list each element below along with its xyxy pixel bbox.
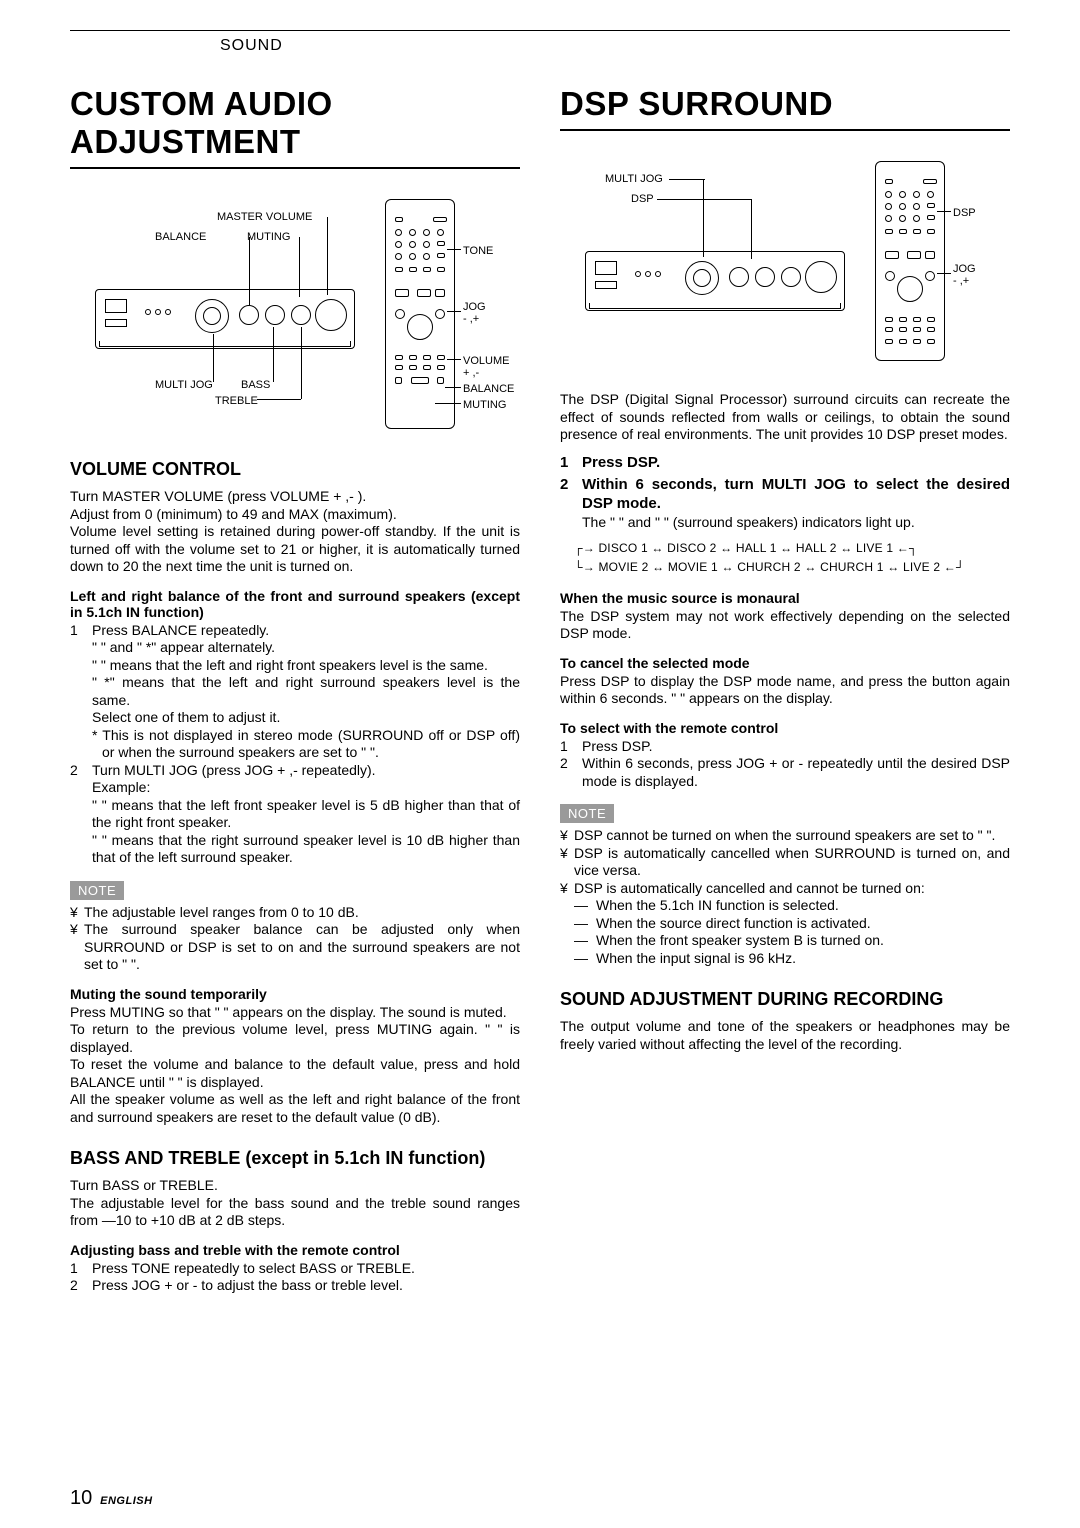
muting-p2: To return to the previous volume level, … [70,1021,520,1056]
cancel-heading: To cancel the selected mode [560,655,1010,671]
volume-control-heading: VOLUME CONTROL [70,459,520,480]
left-column: CUSTOM AUDIO ADJUSTMENT [70,85,520,1295]
page-footer: 10 ENGLISH [70,1487,153,1510]
rn3c: When the front speaker system B is turne… [596,932,1010,950]
label-master-volume: MASTER VOLUME [217,211,312,223]
dsp-note-sublist: —When the 5.1ch IN function is selected.… [574,897,1010,967]
balance-steps: 1Press BALANCE repeatedly. " " and " *" … [70,622,520,867]
bass-treble-heading: BASS AND TREBLE (except in 5.1ch IN func… [70,1148,520,1169]
vc-p3: Volume level setting is retained during … [70,523,520,576]
step1-lead: Press BALANCE repeatedly. [92,622,520,640]
section-header: SOUND [220,37,1010,55]
bt-p1: Turn BASS or TREBLE. [70,1177,520,1195]
mono-heading: When the music source is monaural [560,590,1010,606]
dsp-notes: ¥DSP cannot be turned on when the surrou… [560,827,1010,897]
remote-2: Within 6 seconds, press JOG + or - repea… [582,755,1010,790]
r-label-dsp-r: DSP [953,207,976,219]
rn3b: When the source direct function is activ… [596,915,1010,933]
dsp-intro: The DSP (Digital Signal Processor) surro… [560,391,1010,444]
bt-p2: The adjustable level for the bass sound … [70,1195,520,1230]
page-language: ENGLISH [100,1495,152,1507]
r-label-jog: JOG - ,+ [953,263,976,287]
page-number: 10 [70,1487,92,1509]
step1-c: " *" means that the left and right surro… [92,674,520,709]
vc-notes: ¥The adjustable level ranges from 0 to 1… [70,904,520,974]
bt-remote-heading: Adjusting bass and treble with the remot… [70,1242,520,1258]
step2-lead: Turn MULTI JOG (press JOG + ,- repeatedl… [92,762,520,780]
step2-b: " " means that the right surround speake… [92,832,520,867]
left-diagram: MASTER VOLUME BALANCE MUTING MULTI JOG B… [70,199,520,429]
vc-p2: Adjust from 0 (minimum) to 49 and MAX (m… [70,506,520,524]
step1-e: * This is not displayed in stereo mode (… [92,727,520,762]
remote-1: Press DSP. [582,738,1010,756]
r-label-dsp-l: DSP [631,193,654,205]
muting-heading: Muting the sound temporarily [70,986,520,1002]
note1: The adjustable level ranges from 0 to 10… [84,904,520,922]
muting-p4: All the speaker volume as well as the le… [70,1091,520,1126]
muting-p3: To reset the volume and balance to the d… [70,1056,520,1091]
label-muting: MUTING [247,231,290,243]
rn1: DSP cannot be turned on when the surroun… [574,827,1010,845]
label-volume: VOLUME + ,- [463,355,509,379]
label-balance: BALANCE [155,231,206,243]
rn3a: When the 5.1ch IN function is selected. [596,897,1010,915]
rn3d: When the input signal is 96 kHz. [596,950,1010,968]
label-balance-r: BALANCE [463,383,514,395]
step1-b: " " means that the left and right front … [92,657,520,675]
rn3: DSP is automatically cancelled and canno… [574,880,1010,898]
remote-steps: 1Press DSP. 2Within 6 seconds, press JOG… [560,738,1010,791]
recording-heading: SOUND ADJUSTMENT DURING RECORDING [560,989,1010,1010]
step2-ex: Example: [92,779,520,797]
two-column-layout: CUSTOM AUDIO ADJUSTMENT [70,85,1010,1295]
remote-heading: To select with the remote control [560,720,1010,736]
step2-a: " " means that the left front speaker le… [92,797,520,832]
label-multi-jog: MULTI JOG [155,379,213,391]
mono-text: The DSP system may not work effectively … [560,608,1010,643]
note-badge-r: NOTE [560,804,614,823]
dsp-mode-cycle: ┌→ DISCO 1 ↔ DISCO 2 ↔ HALL 1 ↔ HALL 2 ↔… [574,539,1010,577]
header-rule [70,30,1010,31]
dsp-step2-sub: The " " and " " (surround speakers) indi… [582,514,1010,532]
label-jog: JOG - ,+ [463,301,486,325]
rn2: DSP is automatically cancelled when SURR… [574,845,1010,880]
right-column: DSP SURROUND [560,85,1010,1295]
vc-p1: Turn MASTER VOLUME (press VOLUME + ,- ). [70,488,520,506]
label-tone: TONE [463,245,493,257]
bt-r1: Press TONE repeatedly to select BASS or … [92,1260,520,1278]
dsp-step2: Within 6 seconds, turn MULTI JOG to sele… [582,476,1010,514]
note-badge: NOTE [70,881,124,900]
cancel-text: Press DSP to display the DSP mode name, … [560,673,1010,708]
step1-d: Select one of them to adjust it. [92,709,520,727]
step1-a: " " and " *" appear alternately. [92,639,520,657]
r-label-multi-jog: MULTI JOG [605,173,663,185]
bt-r2: Press JOG + or - to adjust the bass or t… [92,1277,520,1295]
left-title: CUSTOM AUDIO ADJUSTMENT [70,85,520,169]
bt-remote-steps: 1Press TONE repeatedly to select BASS or… [70,1260,520,1295]
right-diagram: MULTI JOG DSP DSP JOG - ,+ [560,161,1010,361]
dsp-steps: 1Press DSP. 2Within 6 seconds, turn MULT… [560,454,1010,532]
balance-heading: Left and right balance of the front and … [70,588,520,620]
label-bass: BASS [241,379,270,391]
label-muting-r: MUTING [463,399,506,411]
right-title: DSP SURROUND [560,85,1010,131]
dsp-step1: Press DSP. [582,454,1010,473]
note2: The surround speaker balance can be adju… [84,921,520,974]
label-treble: TREBLE [215,395,258,407]
recording-text: The output volume and tone of the speake… [560,1018,1010,1053]
muting-p1: Press MUTING so that " " appears on the … [70,1004,520,1022]
